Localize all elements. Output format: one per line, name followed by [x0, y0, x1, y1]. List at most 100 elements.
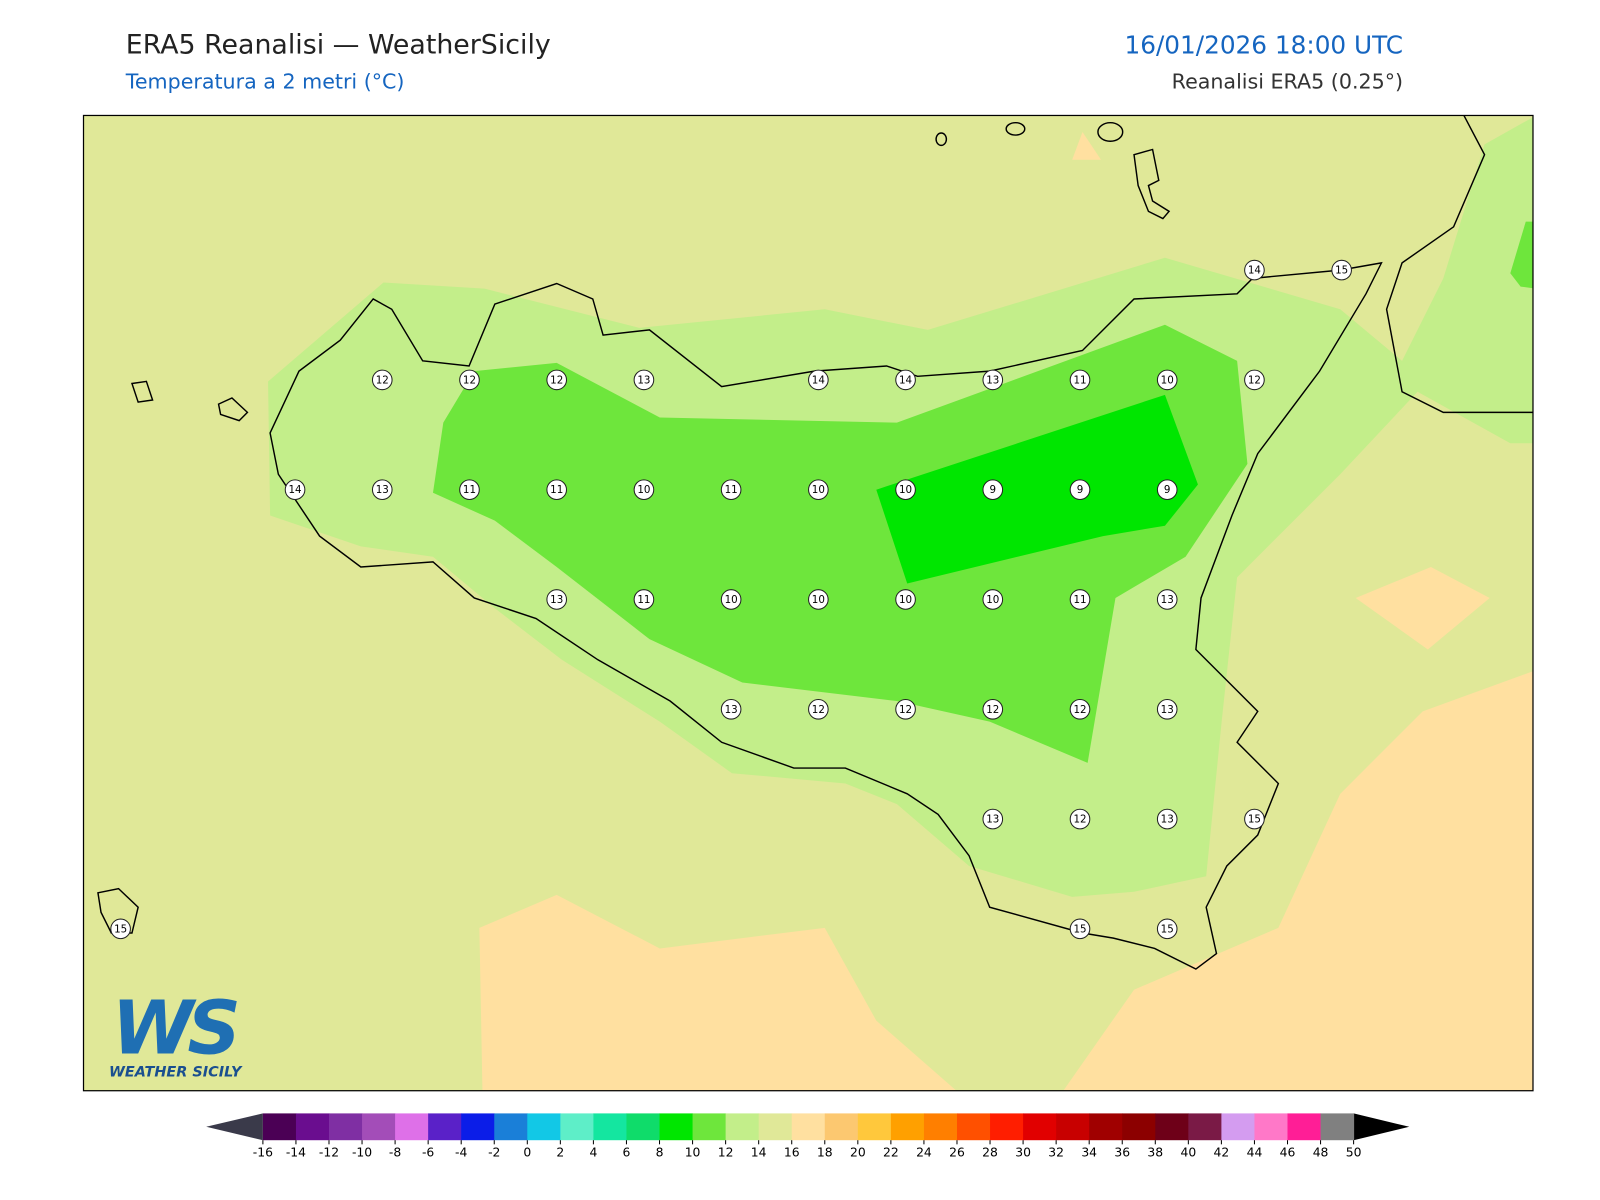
station-marker	[371, 479, 393, 500]
colorbar-tick-label: 36	[1114, 1146, 1130, 1160]
colorbar-bin	[295, 1113, 330, 1141]
station-marker	[808, 589, 829, 610]
station-value: 12	[463, 374, 476, 386]
calabria-coast	[1385, 115, 1533, 414]
station-labels: 14 15 12 12 12 13 14 14 13 11 10 12 14 13 11 11 10 11 10 10…	[110, 259, 1352, 940]
colorbar-bin	[791, 1113, 826, 1141]
temperature-fields	[268, 117, 1533, 1091]
station-value: 13	[550, 594, 563, 606]
station-marker	[1156, 808, 1178, 830]
station-value: 12	[1073, 814, 1086, 826]
station-marker	[1156, 698, 1178, 720]
colorbar-tick-label: 8	[656, 1146, 664, 1160]
station-value: 12	[1248, 374, 1261, 386]
colorbar-tick-label: 38	[1147, 1146, 1163, 1160]
island	[1097, 121, 1124, 142]
station-value: 10	[725, 594, 738, 606]
station-marker	[982, 698, 1004, 720]
station-value: 12	[812, 704, 825, 716]
station-value: 11	[725, 484, 738, 496]
colorbar-bin	[1287, 1113, 1322, 1141]
colorbar-bin	[1122, 1113, 1156, 1141]
map-frame	[82, 114, 1534, 1092]
station-value: 13	[986, 374, 999, 386]
colorbar-bin	[626, 1113, 661, 1141]
colorbar-bin	[1320, 1113, 1355, 1141]
colorbar-tick-label: 26	[949, 1146, 965, 1160]
colorbar-bin	[990, 1113, 1024, 1141]
colorbar-bin	[593, 1113, 627, 1141]
colorbar-bin	[692, 1113, 727, 1141]
colorbar-bin	[857, 1113, 892, 1141]
map: 14 15 12 12 12 13 14 14 13 11 10 12 14 13 11 11 10 11 10 10…	[83, 115, 1533, 1091]
station-marker	[284, 479, 306, 500]
station-marker	[895, 698, 916, 720]
station-marker	[1069, 369, 1091, 391]
colorbar-tick-label: -12	[319, 1146, 339, 1160]
colorbar-bin	[1254, 1113, 1289, 1141]
station-value: 14	[899, 374, 912, 386]
station-value: 11	[463, 484, 476, 496]
station-marker	[459, 369, 480, 391]
colorbar-tick-label: -10	[352, 1146, 372, 1160]
station-marker	[546, 369, 568, 391]
station-value: 15	[1248, 814, 1261, 826]
logo: WS WEATHER SICILY	[109, 985, 244, 1081]
colorbar-bin	[461, 1113, 495, 1141]
station-marker	[546, 479, 568, 500]
station-marker	[459, 479, 480, 500]
station-marker	[1244, 808, 1265, 830]
colorbar-tick-label: -2	[488, 1146, 500, 1160]
colorbar-tick-label: -14	[286, 1146, 306, 1160]
station-value: 10	[812, 484, 825, 496]
station-marker	[808, 369, 829, 391]
subtitle: Temperatura a 2 metri (°C)	[125, 70, 405, 94]
station-marker	[371, 369, 393, 391]
station-value: 10	[986, 594, 999, 606]
field-10	[1510, 221, 1533, 289]
station-value: 13	[1161, 704, 1174, 716]
logo-mark: WS	[112, 985, 238, 1072]
colorbar-bin	[659, 1113, 694, 1141]
station-marker	[808, 479, 829, 500]
logo-text: WEATHER SICILY	[109, 1064, 243, 1080]
station-marker	[982, 369, 1004, 391]
colorbar-bin	[1023, 1113, 1057, 1141]
colorbar-tick-label: 28	[982, 1146, 998, 1160]
colorbar-bin	[527, 1113, 561, 1141]
station-value: 13	[725, 704, 738, 716]
island	[935, 132, 948, 147]
station-value: 11	[637, 594, 650, 606]
colorbar-tick-label: 0	[523, 1146, 531, 1160]
station-value: 9	[1164, 484, 1171, 496]
station-marker	[1069, 589, 1091, 610]
colorbar-tick-label: 6	[623, 1146, 631, 1160]
station-marker	[895, 479, 916, 500]
colorbar-tick-label: 18	[817, 1146, 833, 1160]
station-value: 15	[114, 923, 127, 935]
colorbar-under	[206, 1113, 263, 1141]
station-marker	[982, 589, 1004, 610]
colorbar-tick-label: 2	[556, 1146, 564, 1160]
station-marker	[633, 589, 655, 610]
title: ERA5 Reanalisi — WeatherSicily	[126, 30, 551, 61]
station-marker	[1069, 698, 1091, 720]
station-marker	[1244, 369, 1265, 391]
station-marker	[1156, 918, 1178, 940]
station-value: 12	[376, 374, 389, 386]
station-marker	[1156, 479, 1178, 500]
field-16	[1063, 671, 1533, 1091]
station-value: 10	[812, 594, 825, 606]
station-value: 12	[1073, 704, 1086, 716]
station-value: 14	[288, 484, 301, 496]
station-value: 12	[899, 704, 912, 716]
station-value: 10	[1161, 374, 1174, 386]
station-value: 12	[550, 374, 563, 386]
datetime: 16/01/2026 18:00 UTC	[1124, 31, 1403, 60]
colorbar-tick-label: 50	[1346, 1146, 1362, 1160]
coastlines	[97, 115, 1533, 970]
colorbar-bin	[890, 1113, 925, 1141]
colorbar-bin	[1221, 1113, 1255, 1141]
station-value: 15	[1161, 923, 1174, 935]
